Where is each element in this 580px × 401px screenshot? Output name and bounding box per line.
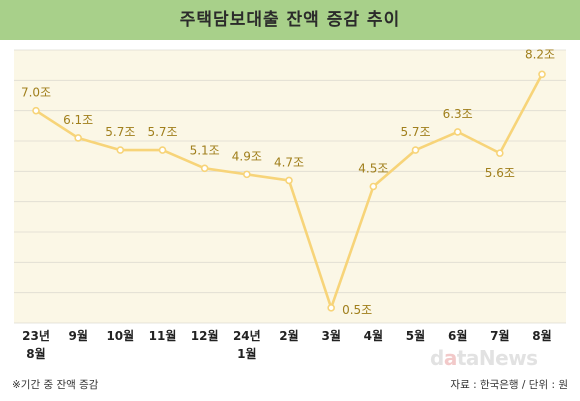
series-layer bbox=[32, 70, 546, 312]
data-point bbox=[74, 134, 82, 142]
x-tick-label: 8월 bbox=[532, 328, 551, 343]
footnote: ※기간 중 잔액 증감 bbox=[12, 379, 99, 391]
data-point bbox=[327, 304, 335, 312]
header-bar bbox=[0, 0, 580, 40]
x-tick-label: 9월 bbox=[68, 328, 87, 343]
value-label: 4.9조 bbox=[232, 149, 262, 163]
x-tick-label: 4월 bbox=[364, 328, 383, 343]
x-tick-label: 10월 bbox=[106, 328, 134, 343]
datanews-watermark: dataNews bbox=[430, 346, 538, 370]
data-point bbox=[496, 149, 504, 157]
x-tick-label: 11월 bbox=[149, 328, 177, 343]
data-point bbox=[453, 128, 462, 136]
data-point bbox=[285, 176, 293, 185]
x-tick-label: 5월 bbox=[406, 328, 425, 343]
data-point bbox=[32, 106, 40, 115]
value-label: 5.7조 bbox=[400, 125, 430, 139]
value-label: 5.1조 bbox=[190, 143, 220, 157]
value-label: 5.6조 bbox=[485, 166, 515, 180]
x-tick-label: 7월 bbox=[490, 328, 509, 343]
value-label: 5.7조 bbox=[147, 125, 177, 139]
value-label: 7.0조 bbox=[21, 86, 51, 100]
line-chart: 7.0조 6.1조 5.7조 5.7조 5.1조 4.9조 4.7조 0.5조 4.5조 5.7조… bbox=[14, 47, 566, 361]
data-point bbox=[243, 170, 251, 179]
value-label: 0.5조 bbox=[342, 303, 372, 317]
value-labels: 7.0조 6.1조 5.7조 5.7조 5.1조 4.9조 4.7조 0.5조 4.5조 5.7조… bbox=[21, 47, 555, 317]
x-tick-label: 2월 bbox=[279, 328, 298, 343]
value-label: 6.3조 bbox=[443, 107, 473, 121]
value-label: 4.7조 bbox=[274, 155, 304, 169]
x-tick-label: 24년 1월 bbox=[233, 329, 261, 361]
value-label: 8.2조 bbox=[525, 47, 555, 61]
source-note: 자료 : 한국은행 / 단위 : 원 bbox=[450, 379, 568, 391]
data-point bbox=[538, 70, 546, 79]
value-label: 5.7조 bbox=[105, 125, 135, 139]
data-point bbox=[411, 146, 420, 154]
data-point bbox=[158, 146, 167, 154]
value-label: 6.1조 bbox=[63, 113, 93, 127]
data-point bbox=[200, 164, 209, 173]
data-point bbox=[369, 182, 378, 191]
data-point bbox=[116, 146, 125, 154]
value-label: 4.5조 bbox=[358, 162, 388, 176]
x-tick-label: 23년 8월 bbox=[22, 329, 50, 361]
x-tick-label: 3월 bbox=[321, 328, 340, 343]
chart-title: 주택담보대출 잔액 증감 추이 bbox=[179, 10, 401, 30]
x-tick-label: 6월 bbox=[448, 328, 467, 343]
x-axis-tick-labels: 23년 8월 9월 10월 11월 12월 24년 1월 2월 3월 4월 5월 6월 7월 8월 bbox=[22, 328, 552, 361]
x-tick-label: 12월 bbox=[191, 328, 219, 343]
